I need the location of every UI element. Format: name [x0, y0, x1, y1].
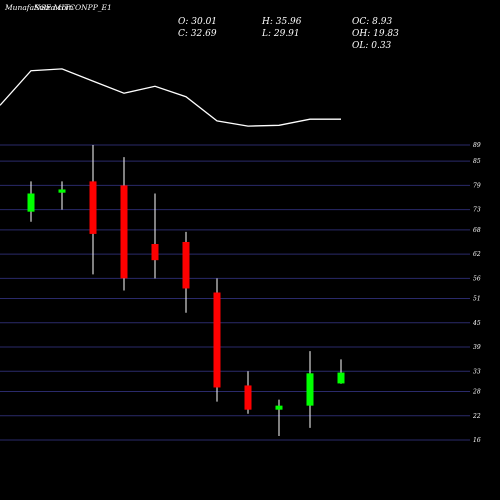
candle	[306, 351, 314, 428]
y-axis-ticks: 89 85 79 73 68 62 56 51 45 39 33 28 22 16	[472, 142, 481, 444]
candle	[58, 181, 66, 210]
candle	[182, 231, 190, 313]
candle-body-down	[213, 292, 221, 388]
candle	[275, 399, 283, 436]
candle-body-up	[275, 405, 283, 410]
y-tick-label: 22	[472, 413, 481, 420]
candle-body-down	[89, 181, 97, 234]
y-tick-label: 89	[473, 142, 481, 149]
y-tick-label: 68	[473, 227, 481, 234]
y-tick-label: 45	[472, 320, 481, 327]
stat-close: C: 32.69	[178, 29, 217, 39]
symbol-label: NSE MITCONPP_E1	[33, 3, 112, 12]
y-tick-label: 56	[473, 275, 481, 282]
grid-lines	[0, 144, 470, 441]
candle-body-up	[337, 372, 345, 384]
candle-body-down	[182, 241, 190, 289]
candle-body-up	[58, 189, 66, 193]
candle	[120, 157, 128, 291]
y-tick-label: 39	[473, 344, 481, 351]
candles	[27, 145, 345, 436]
candle	[213, 278, 221, 402]
stat-ol: OL: 0.33	[352, 41, 392, 51]
y-tick-label: 85	[473, 158, 481, 165]
candle	[89, 145, 97, 275]
y-tick-label: 62	[473, 251, 481, 258]
candle	[337, 359, 345, 384]
candle-body-down	[120, 185, 128, 279]
watermark: MunafaSutra.com	[4, 3, 73, 12]
y-tick-label: 79	[473, 182, 481, 189]
indicator-line	[0, 68, 341, 127]
stat-high: H: 35.96	[261, 17, 302, 27]
candle	[151, 193, 159, 279]
y-tick-label: 51	[473, 296, 481, 303]
stat-low: L: 29.91	[261, 29, 300, 39]
y-tick-label: 16	[473, 437, 481, 444]
stat-oc: OC: 8.93	[352, 17, 392, 27]
candle-body-up	[27, 193, 35, 212]
stat-open: O: 30.01	[178, 17, 217, 27]
y-tick-label: 33	[473, 368, 481, 375]
y-tick-label: 73	[473, 207, 481, 214]
candle-body-down	[244, 385, 252, 410]
candle-body-up	[306, 373, 314, 406]
y-tick-label: 28	[472, 389, 481, 396]
candle-body-down	[151, 244, 159, 261]
candle	[244, 371, 252, 414]
candle	[27, 181, 35, 222]
stat-oh: OH: 19.83	[352, 29, 399, 39]
